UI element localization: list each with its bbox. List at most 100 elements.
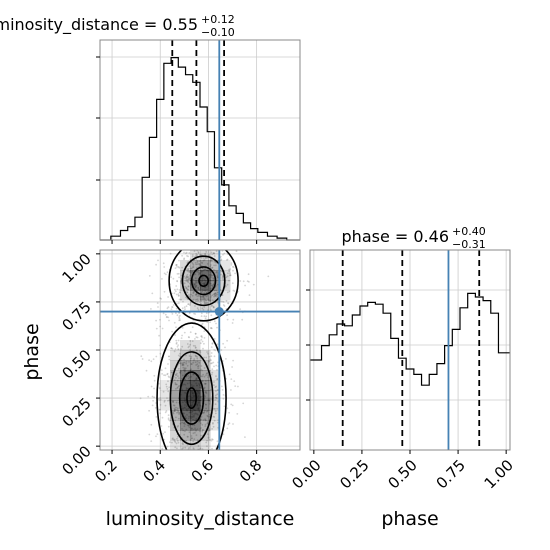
contour-1-1 <box>178 371 205 425</box>
scatter-point <box>188 355 191 357</box>
scatter-point <box>170 308 173 310</box>
scatter-point <box>197 367 200 370</box>
scatter-point <box>192 440 195 443</box>
scatter-point <box>174 288 176 291</box>
scatter-point <box>181 334 184 337</box>
scatter-point <box>210 238 212 240</box>
scatter-point <box>233 290 236 292</box>
scatter-point <box>189 331 192 334</box>
scatter-point <box>183 368 186 371</box>
scatter-point <box>180 337 183 339</box>
scatter-point <box>208 429 211 432</box>
density-cell <box>170 360 181 371</box>
scatter-point <box>186 343 189 345</box>
scatter-point <box>210 388 212 391</box>
scatter-point <box>187 247 189 249</box>
scatter-point <box>194 305 196 307</box>
scatter-point <box>205 410 208 413</box>
scatter-point <box>210 251 213 254</box>
scatter-point <box>183 367 186 369</box>
scatter-point <box>206 372 209 375</box>
scatter-point <box>190 435 193 437</box>
scatter-point <box>204 425 207 427</box>
scatter-point <box>153 374 156 377</box>
scatter-point <box>225 299 228 302</box>
scatter-point <box>176 407 179 410</box>
scatter-point <box>187 278 190 281</box>
scatter-point <box>206 414 209 417</box>
contour-0-1 <box>190 266 217 296</box>
scatter-point <box>194 332 197 335</box>
scatter-point <box>206 445 208 448</box>
scatter-point <box>195 346 197 349</box>
scatter-point <box>187 346 190 349</box>
scatter-point <box>186 424 189 426</box>
scatter-point <box>203 386 206 389</box>
scatter-point <box>158 334 161 337</box>
scatter-point <box>214 292 217 295</box>
scatter-point <box>215 293 218 295</box>
scatter-point <box>210 258 213 261</box>
hist-lum-panel <box>96 39 301 244</box>
scatter-point <box>175 293 178 296</box>
scatter-point <box>195 252 198 255</box>
scatter-point <box>200 418 203 421</box>
scatter-point <box>168 319 170 322</box>
scatter-point <box>233 380 236 382</box>
scatter-point <box>173 292 176 295</box>
scatter-point <box>228 290 231 293</box>
scatter-point <box>214 397 217 399</box>
scatter-point <box>140 355 143 358</box>
scatter-point <box>177 348 180 351</box>
scatter-point <box>207 420 210 423</box>
scatter-point <box>208 399 210 402</box>
scatter-point <box>206 439 208 442</box>
scatter-point <box>215 390 217 392</box>
scatter-point <box>196 357 199 360</box>
scatter-point <box>186 291 189 294</box>
scatter-point <box>193 424 196 427</box>
scatter-point <box>205 450 207 452</box>
scatter-point <box>231 366 234 368</box>
scatter-point <box>182 447 185 449</box>
scatter-point <box>178 291 181 293</box>
scatter-point <box>213 260 216 263</box>
scatter-point <box>174 290 177 293</box>
scatter-point <box>185 287 188 290</box>
scatter-point <box>187 435 189 438</box>
scatter-point <box>168 419 171 422</box>
scatter-point <box>200 365 203 367</box>
scatter-point <box>212 422 214 425</box>
density-cell <box>200 250 211 261</box>
scatter-point <box>164 431 166 433</box>
scatter-point <box>167 418 170 421</box>
scatter-point <box>209 358 211 361</box>
scatter-point <box>159 344 162 347</box>
scatter-point <box>229 272 232 275</box>
scatter-point <box>139 397 142 400</box>
scatter-point <box>177 354 180 357</box>
scatter-point <box>182 455 184 457</box>
scatter-point <box>199 264 201 266</box>
scatter-point <box>163 266 166 268</box>
scatter-point <box>176 386 179 389</box>
scatter-point <box>234 272 237 275</box>
scatter-point <box>187 458 189 460</box>
scatter-point <box>181 266 184 269</box>
scatter-point <box>193 459 195 461</box>
scatter-point <box>180 348 182 350</box>
scatter-point <box>148 359 151 361</box>
scatter-point <box>182 361 185 364</box>
scatter-point <box>176 425 179 428</box>
scatter-point <box>187 255 190 258</box>
scatter-point <box>196 260 199 262</box>
scatter-point <box>167 425 170 428</box>
scatter-point <box>225 276 228 279</box>
scatter-point <box>188 361 190 363</box>
scatter-2d-panel: 0.2 0.4 0.6 0.8 0.00 0.25 0.50 0.75 1.00 <box>58 238 301 486</box>
scatter-point <box>236 413 239 415</box>
scatter-point <box>205 312 208 315</box>
scatter-point <box>173 440 176 443</box>
scatter-point <box>210 276 213 279</box>
